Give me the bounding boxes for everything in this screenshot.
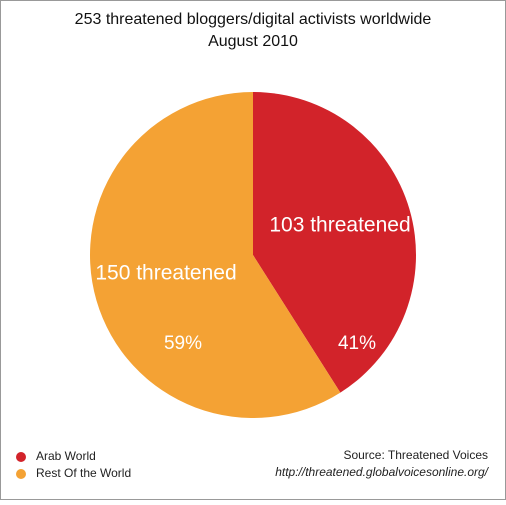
pie-slice: [90, 92, 341, 418]
legend-marker: [16, 469, 26, 479]
chart-title: 253 threatened bloggers/digital activist…: [75, 11, 432, 28]
source: Source: Threatened Voices: [343, 448, 488, 462]
legend-marker: [16, 452, 26, 462]
source-url: http://threatened.globalvoicesonline.org…: [275, 465, 489, 479]
chart-subtitle: August 2010: [208, 33, 298, 50]
value-label: 41%: [338, 333, 376, 354]
legend-text: Rest Of the World: [36, 466, 131, 480]
slice-label: 150 threatened: [95, 262, 236, 285]
slice-label: 103 threatened: [269, 214, 410, 237]
pie-slice: [253, 92, 417, 393]
value-label: 59%: [164, 333, 202, 354]
legend-text: Arab World: [36, 449, 96, 463]
